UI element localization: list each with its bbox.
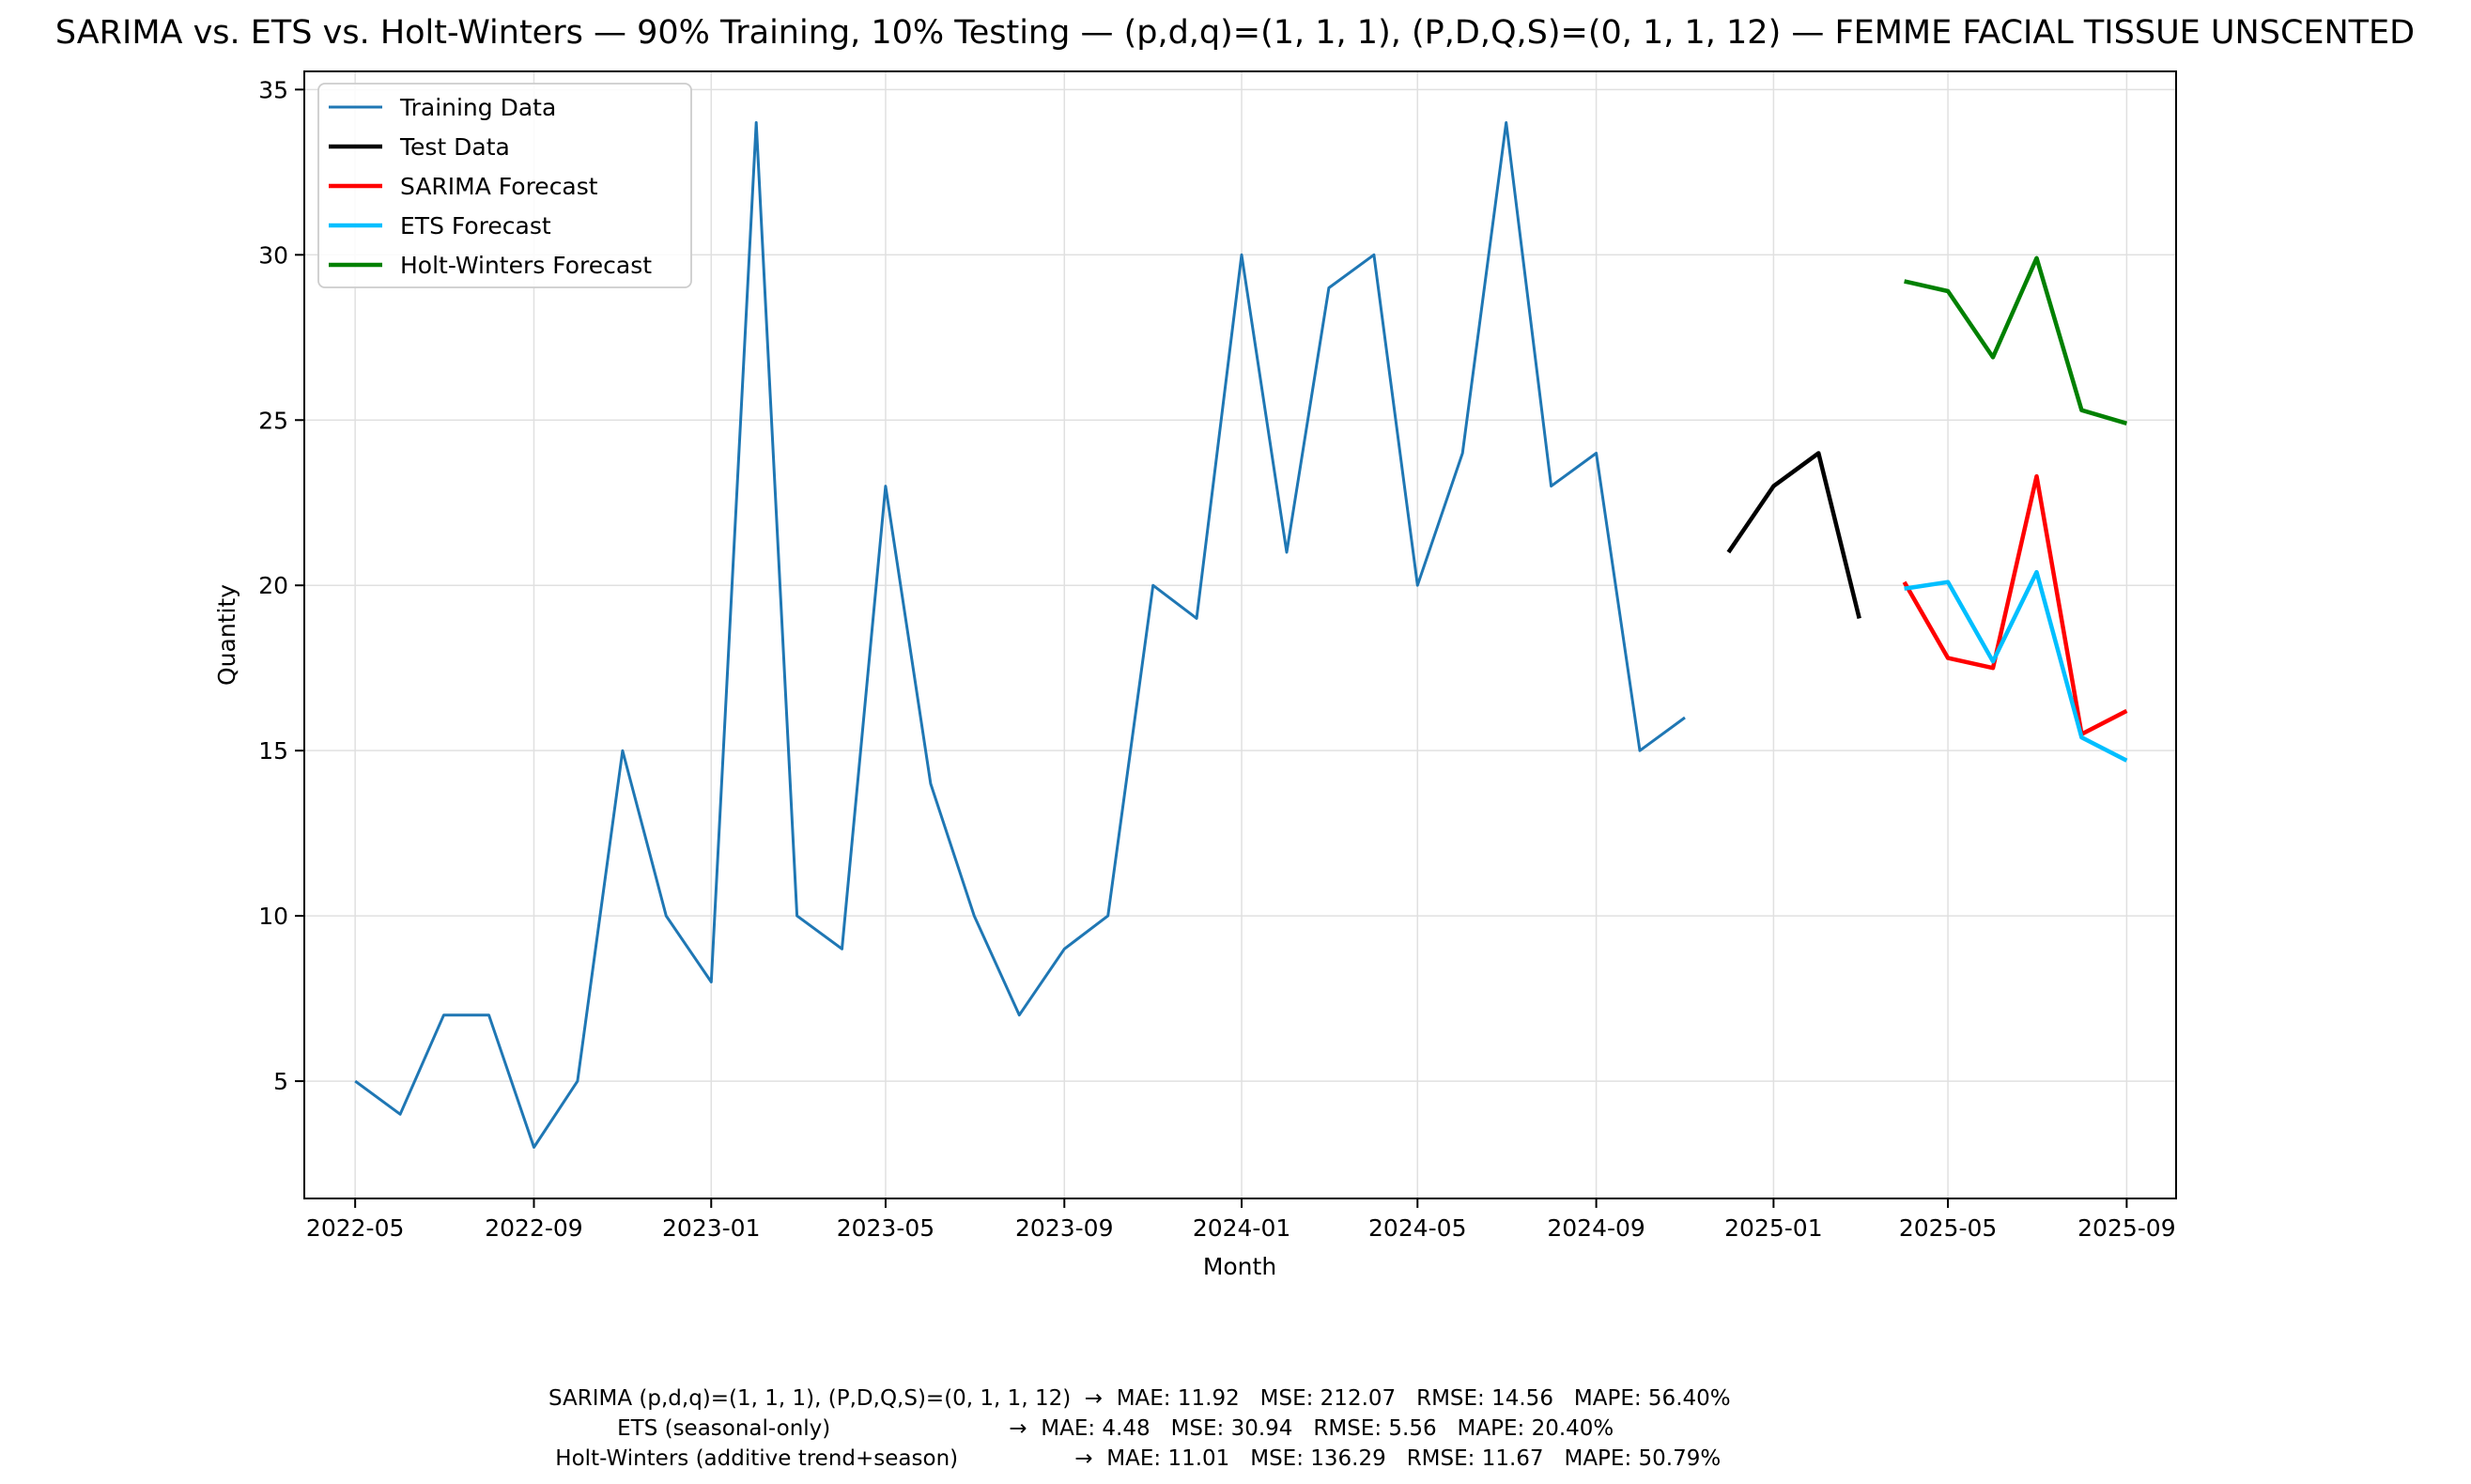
series-line <box>1904 255 2128 425</box>
legend: Training Data Test Data SARIMA Forecast ETS… <box>317 83 692 288</box>
x-tick-label: 2023-05 <box>837 1214 934 1242</box>
legend-label: Holt-Winters Forecast <box>400 252 652 279</box>
x-tick-label: 2024-05 <box>1368 1214 1466 1242</box>
series-holt-winters-forecast <box>1904 255 2128 425</box>
legend-label: Test Data <box>399 133 510 161</box>
x-tick-label: 2023-09 <box>1015 1214 1113 1242</box>
y-axis: 5 10 15 20 25 30 35 <box>258 76 304 1095</box>
x-tick-label: 2022-05 <box>306 1214 404 1242</box>
y-axis-label: Quantity <box>213 584 240 686</box>
series-sarima-forecast <box>1902 473 2128 736</box>
series-line <box>1726 451 1861 619</box>
legend-label: ETS Forecast <box>400 212 551 240</box>
y-tick-label: 10 <box>258 903 288 930</box>
series-layer <box>354 121 2128 1149</box>
series-line <box>1902 473 2128 736</box>
y-tick-label: 30 <box>258 241 288 269</box>
x-tick-label: 2025-09 <box>2077 1214 2175 1242</box>
x-axis-label: Month <box>1203 1253 1276 1280</box>
x-tick-label: 2024-01 <box>1193 1214 1290 1242</box>
metrics-line: Holt-Winters (additive trend+season) → M… <box>548 1446 1721 1471</box>
metrics-summary: SARIMA (p,d,q)=(1, 1, 1), (P,D,Q,S)=(0, … <box>548 1386 1731 1471</box>
legend-label: SARIMA Forecast <box>400 173 598 200</box>
y-tick-label: 5 <box>273 1068 288 1095</box>
metrics-line: SARIMA (p,d,q)=(1, 1, 1), (P,D,Q,S)=(0, … <box>548 1386 1731 1411</box>
legend-box <box>317 83 692 288</box>
series-test-data <box>1726 451 1861 619</box>
y-tick-label: 15 <box>258 737 288 765</box>
x-tick-label: 2023-01 <box>662 1214 760 1242</box>
plot-frame <box>303 70 2177 1199</box>
legend-label: Training Data <box>399 94 556 121</box>
y-tick-label: 35 <box>258 76 288 103</box>
chart-title: SARIMA vs. ETS vs. Holt-Winters — 90% Tr… <box>55 14 2415 52</box>
y-tick-label: 20 <box>258 572 288 599</box>
x-tick-label: 2022-09 <box>485 1214 582 1242</box>
x-axis: 2022-05 2022-09 2023-01 2023-05 2023-09 2024-… <box>306 1198 2176 1242</box>
series-training-data <box>354 121 1686 1149</box>
series-line <box>1904 569 2128 763</box>
series-ets-forecast <box>1904 569 2128 763</box>
y-tick-label: 25 <box>258 407 288 434</box>
x-tick-label: 2025-01 <box>1724 1214 1822 1242</box>
x-tick-label: 2024-09 <box>1547 1214 1645 1242</box>
x-tick-label: 2025-05 <box>1899 1214 1997 1242</box>
metrics-line: ETS (seasonal-only) → MAE: 4.48 MSE: 30.… <box>548 1416 1614 1441</box>
